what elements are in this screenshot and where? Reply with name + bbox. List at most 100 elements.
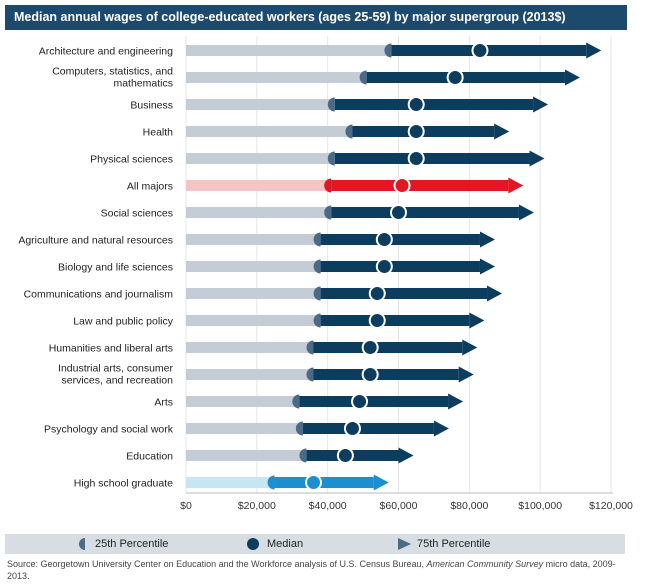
p75-marker: [469, 312, 485, 329]
interquartile-bar: [313, 369, 459, 380]
category-label: Communications and journalism: [24, 289, 174, 301]
category-label-line: Arts: [154, 397, 173, 409]
p25-marker: [306, 340, 314, 355]
p25-marker: [313, 313, 321, 328]
median-marker: [407, 150, 425, 167]
median-marker: [407, 96, 425, 113]
low-range-bar: [186, 342, 314, 353]
p75-marker: [518, 204, 534, 221]
legend: 25th Percentile Median 75th Percentile: [5, 534, 625, 554]
interquartile-bar: [299, 396, 449, 407]
p25-marker: [327, 151, 335, 166]
p75-marker: [508, 177, 524, 194]
p75-marker: [479, 258, 495, 275]
category-label: All majors: [127, 181, 173, 193]
low-range-bar: [186, 126, 353, 137]
low-range-bar: [186, 234, 321, 245]
p75-marker: [494, 123, 510, 140]
low-range-bar: [186, 450, 307, 461]
median-marker: [305, 474, 322, 491]
median-marker: [343, 420, 361, 437]
x-tick-label: $40,000: [309, 500, 347, 512]
low-range-bar: [186, 207, 332, 218]
legend-label-p75: 75th Percentile: [417, 538, 491, 550]
category-label-line: Computers, statistics, and: [52, 66, 173, 78]
interquartile-bar: [302, 423, 434, 434]
category-label: Business: [130, 100, 173, 112]
category-label: Psychology and social work: [44, 424, 174, 436]
x-tick-label: $100,000: [518, 500, 562, 512]
category-label: Law and public policy: [73, 316, 174, 328]
interquartile-bar: [313, 342, 463, 353]
category-label: Social sciences: [101, 208, 173, 220]
legend-label-p25: 25th Percentile: [95, 538, 169, 550]
median-marker: [375, 258, 393, 275]
p75-marker: [533, 96, 549, 113]
low-range-bar: [186, 396, 300, 407]
half-circle-icon: [79, 538, 85, 550]
p25-marker: [313, 259, 321, 274]
p75-marker: [448, 393, 464, 410]
interquartile-bar: [334, 99, 534, 110]
median-marker: [368, 312, 386, 329]
source-suffix: micro data, 2009-2013.: [7, 559, 616, 581]
source-prefix: Source: Georgetown University Center on …: [7, 559, 427, 569]
median-marker: [368, 285, 386, 302]
p75-marker: [586, 42, 602, 59]
triangle-icon: [398, 538, 411, 550]
interquartile-bar: [320, 315, 470, 326]
x-tick-label: $0: [180, 500, 192, 512]
p25-marker: [295, 421, 303, 436]
chart-title: Median annual wages of college-educated …: [14, 10, 566, 24]
category-label-line: Agriculture and natural resources: [18, 235, 173, 247]
p75-marker: [487, 285, 503, 302]
low-range-bar: [186, 369, 314, 380]
source-note: Source: Georgetown University Center on …: [7, 558, 637, 582]
low-range-bar: [186, 423, 303, 434]
p25-marker: [324, 205, 332, 220]
category-label-line: services, and recreation: [62, 375, 174, 387]
interquartile-bar: [391, 45, 587, 56]
category-label-line: Humanities and liberal arts: [49, 343, 173, 355]
category-label-line: Architecture and engineering: [39, 46, 173, 58]
category-label-line: All majors: [127, 181, 173, 193]
x-tick-label: $80,000: [450, 500, 488, 512]
legend-label-median: Median: [267, 538, 304, 550]
p25-marker: [292, 394, 300, 409]
interquartile-bar: [331, 207, 519, 218]
median-marker: [361, 366, 379, 383]
low-range-bar: [186, 45, 392, 56]
category-label: Computers, statistics, and mathematics: [52, 66, 173, 90]
category-label: Education: [126, 451, 173, 463]
median-marker: [407, 123, 425, 140]
median-marker: [336, 447, 354, 464]
x-tick-label: $60,000: [380, 500, 418, 512]
category-label: Industrial arts, consumer services, and r…: [58, 363, 173, 387]
category-label: High school graduate: [74, 478, 173, 490]
category-label-line: Industrial arts, consumer: [58, 363, 173, 375]
category-label: Health: [143, 127, 174, 139]
p25-marker: [324, 178, 332, 193]
median-marker: [446, 69, 464, 86]
low-range-bar: [186, 261, 321, 272]
p25-marker: [313, 232, 321, 247]
median-marker: [390, 204, 407, 221]
median-marker: [471, 42, 489, 59]
x-tick-label: $20,000: [238, 500, 276, 512]
category-label: Humanities and liberal arts: [49, 343, 173, 355]
category-label: Architecture and engineering: [39, 46, 173, 58]
p25-marker: [267, 475, 275, 490]
category-label-line: Communications and journalism: [24, 289, 174, 301]
p25-marker: [359, 70, 367, 85]
low-range-bar: [186, 153, 335, 164]
p25-marker: [327, 97, 335, 112]
interquartile-bar: [366, 72, 565, 83]
category-label-line: Biology and life sciences: [58, 262, 173, 274]
p75-marker: [458, 366, 474, 383]
category-label: Agriculture and natural resources: [18, 235, 173, 247]
low-range-bar: [186, 72, 367, 83]
category-label-line: Business: [130, 100, 173, 112]
category-label-line: mathematics: [113, 78, 173, 90]
interquartile-bar: [274, 477, 374, 488]
category-label-line: Education: [126, 451, 173, 463]
